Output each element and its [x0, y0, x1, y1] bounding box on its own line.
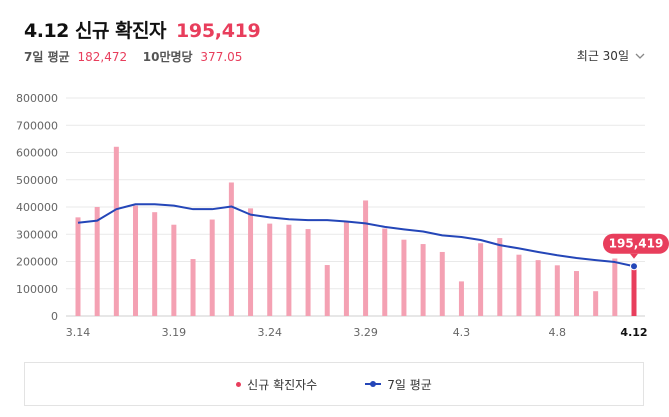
- bar: [420, 244, 426, 316]
- bar: [439, 251, 445, 316]
- period-select[interactable]: 최근 30일: [577, 47, 645, 64]
- bar: [305, 229, 311, 316]
- y-tick-label: 0: [51, 310, 58, 323]
- bar: [593, 291, 599, 316]
- y-tick-label: 500000: [16, 174, 58, 187]
- legend-bars-label: 신규 확진자수: [247, 377, 318, 392]
- highlight-pointer: [630, 253, 638, 259]
- y-tick-label: 700000: [16, 119, 58, 132]
- chart-legend: 신규 확진자수 7일 평균: [24, 362, 644, 406]
- per100k-value: 377.05: [200, 50, 243, 64]
- x-tick-label: 3.29: [353, 326, 378, 339]
- highlight-label: 195,419: [609, 237, 664, 251]
- legend-item-bars[interactable]: 신규 확진자수: [236, 376, 317, 393]
- highlight-callout: [603, 233, 669, 254]
- page-title: 4.12 신규 확진자: [24, 20, 167, 42]
- bar: [497, 238, 503, 316]
- per100k-label: 10만명당: [142, 50, 193, 64]
- line-marker-icon: [365, 381, 382, 387]
- y-tick-label: 100000: [16, 283, 58, 296]
- bar: [113, 146, 119, 316]
- bar: [209, 219, 215, 316]
- bar: [267, 223, 273, 316]
- bar: [286, 224, 292, 316]
- y-tick-label: 600000: [16, 147, 58, 160]
- legend-item-line[interactable]: 7일 평균: [365, 376, 432, 393]
- avg-point: [630, 262, 638, 271]
- bar: [228, 182, 234, 316]
- bar: [171, 224, 177, 316]
- bar: [190, 259, 196, 316]
- bar: [631, 262, 637, 316]
- avg-value: 182,472: [77, 50, 128, 64]
- bar: [94, 207, 100, 316]
- x-tick-label: 4.8: [549, 326, 567, 339]
- bar: [248, 208, 254, 316]
- bar: [612, 258, 618, 316]
- avg-line: [77, 203, 635, 268]
- summary-row: 7일 평균 182,472 10만명당 377.05: [24, 48, 242, 65]
- bar: [516, 254, 522, 316]
- title-row: 4.12 신규 확진자 195,419: [24, 16, 261, 43]
- bar: [478, 243, 484, 316]
- bar: [324, 265, 330, 316]
- bar: [75, 217, 81, 316]
- legend-line-label: 7일 평균: [387, 377, 432, 392]
- y-tick-label: 800000: [16, 92, 58, 105]
- avg-label: 7일 평균: [24, 50, 70, 64]
- bar: [535, 260, 541, 316]
- y-tick-label: 400000: [16, 201, 58, 214]
- cases-chart: 0 100000 200000 300000 400000 500000 600000 700…: [16, 92, 669, 339]
- bar: [363, 200, 369, 316]
- chevron-down-icon: [635, 53, 645, 59]
- bar: [152, 212, 158, 316]
- bar: [133, 205, 139, 316]
- y-tick-label: 300000: [16, 228, 58, 241]
- bar: [458, 281, 464, 316]
- headline-value: 195,419: [176, 20, 261, 42]
- x-tick-label: 4.12: [620, 326, 647, 339]
- bar-marker-icon: [236, 381, 242, 387]
- bar: [343, 221, 349, 316]
- x-tick-label: 3.24: [257, 326, 282, 339]
- x-tick-label: 3.19: [162, 326, 187, 339]
- bar: [401, 239, 407, 316]
- y-tick-label: 200000: [16, 256, 58, 269]
- period-select-label: 최근 30일: [576, 49, 629, 63]
- x-tick-label: 4.3: [453, 326, 471, 339]
- bar: [573, 271, 579, 316]
- bar: [554, 265, 560, 316]
- x-tick-label: 3.14: [66, 326, 91, 339]
- bar: [382, 228, 388, 316]
